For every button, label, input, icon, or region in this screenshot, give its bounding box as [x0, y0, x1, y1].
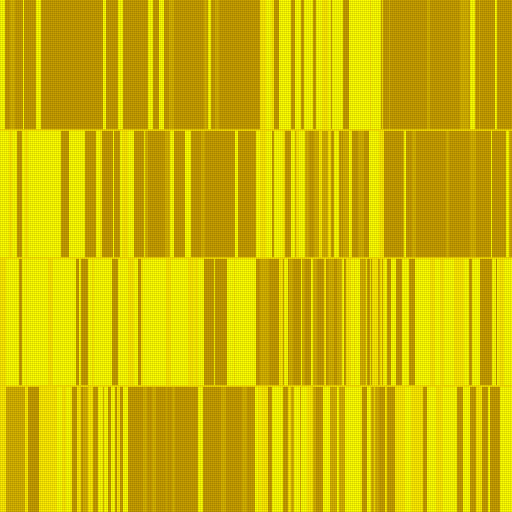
texture-tile-r1c3 [384, 130, 512, 258]
texture-tile-r1c2 [256, 130, 384, 258]
texture-tile-r2c1 [128, 258, 256, 386]
texture-tile-r0c3 [384, 0, 512, 130]
tile-seam-horizontal [0, 129, 512, 131]
texture-tile-r3c2 [256, 386, 384, 512]
tile-seam-horizontal [0, 257, 512, 259]
texture-tile-r0c0 [0, 0, 128, 130]
texture-tile-r3c0 [0, 386, 128, 512]
texture-tile-r2c2 [256, 258, 384, 386]
texture-tile-r3c3 [384, 386, 512, 512]
texture-tile-r1c1 [128, 130, 256, 258]
tile-seam-horizontal [0, 385, 512, 387]
texture-tile-r0c1 [128, 0, 256, 130]
texture-tile-r1c0 [0, 130, 128, 258]
texture-tile-r3c1 [128, 386, 256, 512]
texture-tile-r2c0 [0, 258, 128, 386]
texture-tile-r2c3 [384, 258, 512, 386]
texture-tile-r0c2 [256, 0, 384, 130]
